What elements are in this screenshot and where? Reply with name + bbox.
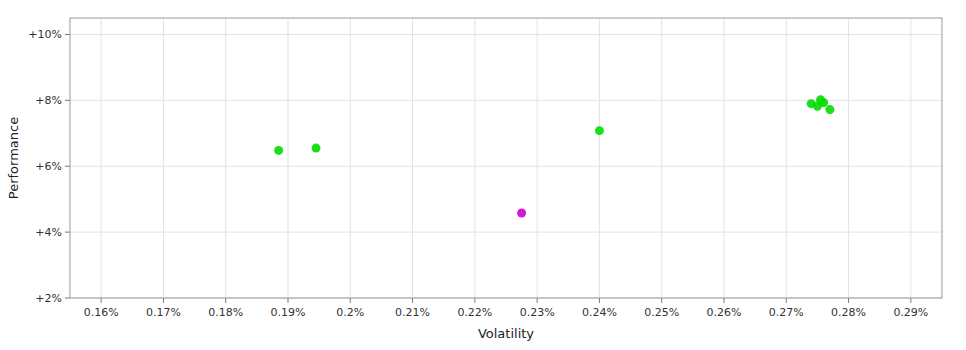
y-tick-label: +6% [35, 160, 62, 173]
x-tick [163, 298, 164, 303]
x-grid-line [350, 18, 351, 298]
x-tick [350, 298, 351, 303]
x-grid-line [474, 18, 475, 298]
y-tick-label: +4% [35, 226, 62, 239]
axes: 0.16% 0.17% 0.18% 0.19% 0.2% 0.21% 0.22% 0.23% 0… [28, 28, 928, 319]
y-tick [65, 34, 70, 35]
x-grid-line [910, 18, 911, 298]
x-grid-line [412, 18, 413, 298]
x-tick-label: 0.21% [395, 306, 430, 319]
x-tick-label: 0.17% [146, 306, 181, 319]
series [517, 209, 526, 218]
x-tick-label: 0.26% [707, 306, 742, 319]
y-tick-label: +2% [35, 292, 62, 305]
x-tick [288, 298, 289, 303]
x-grid-line [724, 18, 725, 298]
y-tick-label: +8% [35, 94, 62, 107]
marks [274, 95, 834, 217]
y-grid-line [70, 232, 942, 233]
y-tick [65, 166, 70, 167]
x-tick-label: 0.18% [208, 306, 243, 319]
x-tick [910, 298, 911, 303]
point [825, 105, 834, 114]
x-tick-label: 0.23% [520, 306, 555, 319]
y-grid-line [70, 166, 942, 167]
x-tick [474, 298, 475, 303]
y-tick [65, 100, 70, 101]
plot-area [70, 18, 942, 298]
x-grid-line [661, 18, 662, 298]
x-tick [225, 298, 226, 303]
x-tick-label: 0.29% [893, 306, 928, 319]
x-grid-line [101, 18, 102, 298]
x-tick-label: 0.27% [769, 306, 804, 319]
point [595, 126, 604, 135]
x-grid-line [225, 18, 226, 298]
x-tick [848, 298, 849, 303]
point [517, 209, 526, 218]
x-tick-label: 0.25% [644, 306, 679, 319]
x-tick-label: 0.19% [271, 306, 306, 319]
point [312, 144, 321, 153]
x-grid-line [163, 18, 164, 298]
x-tick [412, 298, 413, 303]
y-axis-label: Performance [6, 117, 21, 199]
x-tick [101, 298, 102, 303]
x-grid-line [537, 18, 538, 298]
x-tick [786, 298, 787, 303]
y-tick [65, 298, 70, 299]
x-axis-label: Volatility [478, 326, 534, 341]
point [274, 146, 283, 155]
x-grid-line [288, 18, 289, 298]
x-grid-line [599, 18, 600, 298]
x-tick-label: 0.24% [582, 306, 617, 319]
x-tick-label: 0.2% [336, 306, 364, 319]
plot-frame [70, 18, 942, 298]
x-tick [724, 298, 725, 303]
y-tick [65, 232, 70, 233]
grid [70, 18, 942, 298]
point [813, 102, 822, 111]
x-grid-line [786, 18, 787, 298]
x-tick [661, 298, 662, 303]
x-tick [599, 298, 600, 303]
series [274, 95, 834, 155]
x-grid-line [848, 18, 849, 298]
x-tick-label: 0.28% [831, 306, 866, 319]
x-tick-label: 0.22% [457, 306, 492, 319]
y-grid-line [70, 34, 942, 35]
y-tick-label: +10% [28, 28, 62, 41]
x-tick [537, 298, 538, 303]
chart: 0.16% 0.17% 0.18% 0.19% 0.2% 0.21% 0.22% 0.23% 0… [0, 0, 966, 350]
x-tick-label: 0.16% [84, 306, 119, 319]
